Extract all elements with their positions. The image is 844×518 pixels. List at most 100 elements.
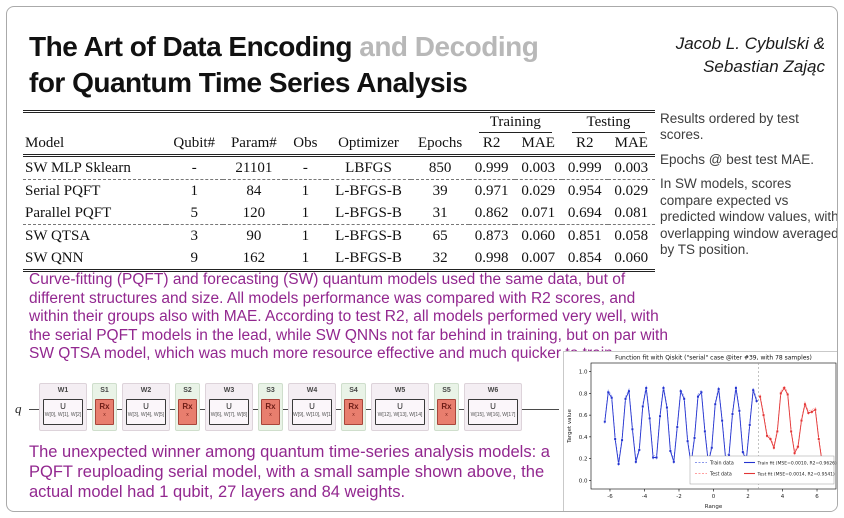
author-line-2: Sebastian Zając <box>703 56 825 76</box>
gate-symbol: Rx <box>182 402 193 411</box>
train-marker <box>683 397 686 400</box>
test-marker <box>786 393 789 396</box>
train-marker <box>748 423 751 426</box>
test-marker <box>772 446 775 449</box>
value-cell: 120 <box>242 204 266 221</box>
train-marker <box>710 446 713 449</box>
value-cell: 0.971 <box>468 179 515 202</box>
rx-gate: Rx x <box>437 399 456 425</box>
value-cell: 0.003 <box>614 159 649 176</box>
gate-symbol: U <box>226 402 232 411</box>
page-title: The Art of Data Encoding and Decoding fo… <box>29 29 539 101</box>
y-tick-label: 0.4 <box>579 435 588 441</box>
results-table-wrap: Training Testing Model Qubit# Param# Obs… <box>23 110 655 272</box>
value-cell: L-BFGS-B <box>325 179 412 202</box>
gate-symbol: U <box>397 402 403 411</box>
train-marker <box>621 439 624 442</box>
circuit-block-s1: S1 Rx x <box>92 383 117 431</box>
value-cell: 90 <box>222 224 286 247</box>
value-cell: 1 <box>301 249 310 266</box>
gate-parameters: x <box>103 412 106 418</box>
circuit-block-s2: S2 Rx x <box>175 383 200 431</box>
train-marker <box>638 448 641 451</box>
col-obs: Obs <box>285 134 326 157</box>
note-sw-models: In SW models, scores compare expected vs… <box>660 176 838 258</box>
value-cell: 0.854 <box>567 249 602 266</box>
model-name-cell: SW MLP Sklearn <box>25 159 131 176</box>
note-epochs: Epochs @ best test MAE. <box>660 151 815 167</box>
x-axis-label: Range <box>705 504 723 510</box>
train-marker <box>755 400 758 403</box>
value-cell: 39 <box>411 179 469 202</box>
test-marker <box>803 403 806 406</box>
test-marker <box>810 410 813 413</box>
title-line2: for Quantum Time Series Analysis <box>29 67 468 98</box>
train-marker <box>617 463 620 466</box>
train-marker <box>696 395 699 398</box>
col-optimizer: Optimizer <box>325 134 412 157</box>
legend-label: Train fit (MSE=0.0010, R2=0.9626) <box>757 460 837 466</box>
gate-parameters: W[9], W[10], W[11] <box>293 412 331 418</box>
x-tick-label: -2 <box>676 494 681 500</box>
value-cell: L-BFGS-B <box>325 224 412 247</box>
train-marker <box>738 409 741 412</box>
train-marker <box>659 415 662 418</box>
train-marker <box>607 391 610 394</box>
train-marker <box>627 390 630 393</box>
value-cell: 0.007 <box>521 249 556 266</box>
block-label: W5 <box>394 387 406 394</box>
train-marker <box>669 449 672 452</box>
value-cell: 0.058 <box>607 224 655 247</box>
value-cell: 1 <box>285 179 326 202</box>
value-cell: 0.029 <box>514 179 562 202</box>
block-label: W3 <box>223 387 235 394</box>
train-marker <box>717 388 720 391</box>
train-marker <box>624 397 627 400</box>
circuit-block-w1: W1 U W[0], W[1], W[2] <box>39 383 87 431</box>
gate-parameters: W[15], W[16], W[17] <box>470 412 516 418</box>
value-cell: 21101 <box>235 159 273 176</box>
col-model: Model <box>23 134 166 157</box>
title-line1-gray: and Decoding <box>351 31 539 62</box>
train-marker <box>731 413 734 416</box>
value-cell: 162 <box>242 249 266 266</box>
test-marker <box>807 411 810 414</box>
test-marker <box>800 419 803 422</box>
gate-parameters: x <box>445 412 448 418</box>
u-gate: U W[12], W[13], W[14] <box>375 399 425 425</box>
discussion-paragraph: Curve-fitting (PQFT) and forecasting (SW… <box>29 271 668 363</box>
train-marker <box>728 454 731 457</box>
circuit-block-w4: W4 U W[9], W[10], W[11] <box>288 383 336 431</box>
table-row: Parallel PQFT 5 120 1 L-BFGS-B 31 0.862 0.071 0.… <box>23 202 655 225</box>
test-marker <box>769 438 772 441</box>
circuit-block-w5: W5 U W[12], W[13], W[14] <box>371 383 429 431</box>
gate-parameters: x <box>269 412 272 418</box>
value-cell: 0.999 <box>474 159 509 176</box>
value-cell: 0.694 <box>567 204 602 221</box>
u-gate: U W[0], W[1], W[2] <box>43 399 83 425</box>
table-row: SW QNN 9 162 1 L-BFGS-B 32 0.998 0.007 0.854 0.06… <box>23 247 655 271</box>
legend-label: Train data <box>709 460 734 466</box>
gate-symbol: U <box>60 402 66 411</box>
model-name-cell: SW QTSA <box>23 224 166 247</box>
train-marker <box>665 406 668 409</box>
presentation-slide: The Art of Data Encoding and Decoding fo… <box>6 6 838 512</box>
circuit-blocks: W1 U W[0], W[1], W[2] S1 Rx x W2 U W[3], W[4], W… <box>39 383 522 431</box>
train-data-line <box>604 385 757 462</box>
value-cell: 0.873 <box>468 224 515 247</box>
author-line-1: Jacob L. Cybulski & <box>675 34 825 53</box>
gate-parameters: W[12], W[13], W[14] <box>377 412 423 418</box>
block-label: S4 <box>349 387 358 394</box>
block-label: S5 <box>442 387 451 394</box>
function-fit-chart: Function fit with Qiskit ("serial" case … <box>563 351 837 511</box>
chart-title: Function fit with Qiskit ("serial" case … <box>615 355 812 362</box>
y-tick-label: 0.0 <box>579 478 588 484</box>
train-marker <box>655 456 658 459</box>
circuit-block-w2: W2 U W[3], W[4], W[5] <box>122 383 170 431</box>
train-marker <box>734 386 737 389</box>
value-cell: - <box>191 159 197 176</box>
train-marker <box>714 403 717 406</box>
y-axis-label: Target value <box>567 408 573 443</box>
gate-symbol: U <box>309 402 315 411</box>
value-cell: L-BFGS-B <box>335 204 402 221</box>
